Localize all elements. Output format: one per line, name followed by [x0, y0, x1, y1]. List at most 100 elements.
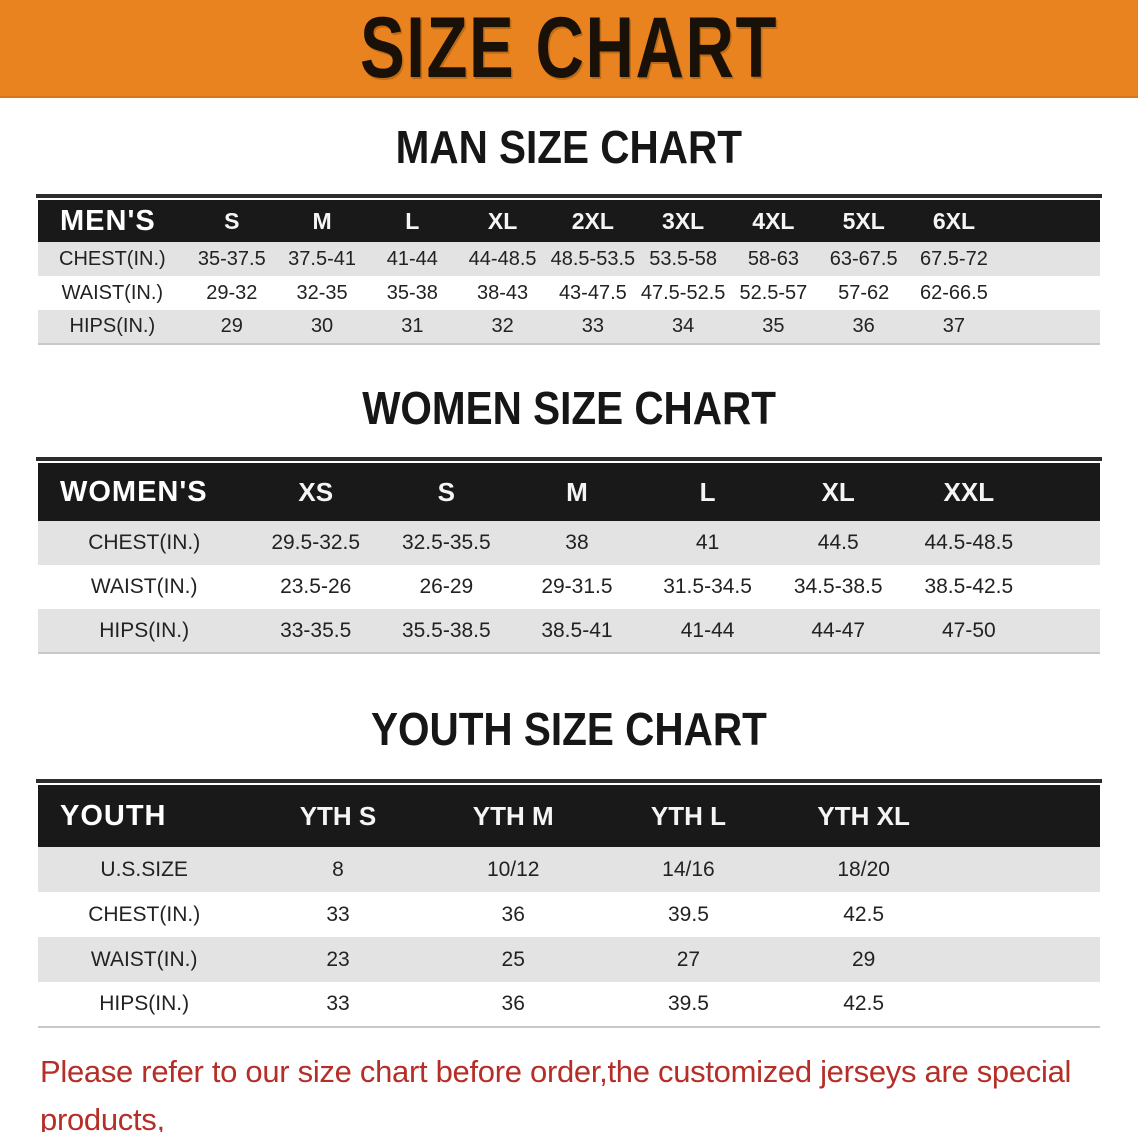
size-value-cell: 32.5-35.5 — [401, 531, 491, 554]
size-column-header: M — [566, 476, 588, 507]
women-section-heading: WOMEN SIZE CHART — [362, 382, 776, 434]
size-value-cell: 33 — [326, 902, 350, 926]
size-value-cell: 29 — [220, 315, 243, 337]
size-value-cell: 41 — [695, 531, 720, 554]
size-value-cell: 41-44 — [680, 618, 735, 642]
size-value-cell: 29 — [851, 947, 876, 971]
size-column-header: YTH S — [299, 800, 377, 831]
women-size-chart-section: WOMEN SIZE CHART WOMEN'S XS S M L XL XXL CHEST(… — [0, 385, 1138, 654]
table-row: WAIST(IN.) 23 25 27 29 — [38, 937, 1100, 982]
disclaimer-line-1: Please refer to our size chart before or… — [40, 1054, 1072, 1132]
youth-table-top-border — [36, 779, 1102, 783]
size-value-cell: 39.5 — [668, 992, 709, 1015]
size-value-cell: 58-63 — [747, 247, 799, 270]
measure-row-label: CHEST(IN.) — [88, 531, 201, 554]
row-spacer — [1034, 521, 1100, 565]
table-corner-label: WOMEN'S — [60, 475, 208, 508]
man-table-top-border — [36, 194, 1102, 198]
size-column-header: 3XL — [662, 207, 705, 234]
size-value-cell: 35-37.5 — [197, 247, 266, 270]
size-column-header: S — [437, 476, 455, 507]
size-value-cell: 36 — [501, 902, 525, 926]
row-spacer — [999, 310, 1100, 344]
size-value-cell: 38.5-41 — [541, 618, 613, 642]
size-value-cell: 41-44 — [386, 247, 438, 270]
size-value-cell: 44-48.5 — [468, 247, 537, 270]
table-row: CHEST(IN.) 29.5-32.5 32.5-35.5 38 41 44.5 44.5… — [38, 521, 1100, 565]
size-column-header: XXL — [943, 476, 995, 507]
row-spacer — [999, 276, 1100, 310]
size-value-cell: 26-29 — [419, 575, 474, 598]
size-value-cell: 35 — [762, 315, 785, 337]
measure-row-label: WAIST(IN.) — [90, 575, 198, 598]
size-value-cell: 34 — [672, 315, 695, 337]
size-value-cell: 10/12 — [486, 857, 540, 881]
size-value-cell: 37 — [942, 315, 966, 337]
size-value-cell: 38.5-42.5 — [924, 575, 1014, 598]
size-value-cell: 43-47.5 — [558, 281, 627, 304]
size-value-cell: 63-67.5 — [829, 247, 898, 270]
size-value-cell: 47-50 — [941, 618, 996, 642]
size-chart-banner: SIZE CHART — [0, 0, 1138, 98]
size-value-cell: 47.5-52.5 — [640, 281, 726, 304]
size-value-cell: 32 — [491, 315, 514, 337]
size-column-header: YTH M — [472, 800, 554, 831]
size-value-cell: 36 — [852, 315, 875, 337]
size-value-cell: 18/20 — [837, 857, 890, 881]
measure-row-label: CHEST(IN.) — [88, 902, 201, 926]
size-value-cell: 44.5-48.5 — [924, 531, 1014, 554]
table-corner-label: YOUTH — [60, 799, 167, 832]
size-value-cell: 35-38 — [386, 281, 438, 304]
table-row: WAIST(IN.) 29-32 32-35 35-38 38-43 43-47.5 47.… — [38, 276, 1100, 310]
man-size-chart-section: MAN SIZE CHART MEN'S S M L XL 2XL 3XL 4XL 5XL 6XL… — [0, 124, 1138, 345]
table-row: HIPS(IN.) 29 30 31 32 33 34 35 36 37 — [38, 310, 1100, 344]
size-column-header: XS — [298, 476, 334, 507]
size-value-cell: 23 — [326, 947, 350, 971]
size-column-header: YTH XL — [817, 800, 910, 831]
size-value-cell: 36 — [501, 992, 525, 1015]
row-spacer — [999, 242, 1100, 276]
row-spacer — [951, 892, 1100, 937]
size-column-header: 4XL — [752, 207, 795, 234]
size-value-cell: 30 — [310, 315, 334, 337]
size-column-header: 5XL — [842, 207, 885, 234]
size-value-cell: 38-43 — [477, 281, 529, 304]
women-table-top-border — [36, 457, 1102, 461]
table-row: WAIST(IN.) 23.5-26 26-29 29-31.5 31.5-34.5 34… — [38, 565, 1100, 609]
size-value-cell: 8 — [332, 857, 344, 881]
size-value-cell: 38 — [565, 531, 589, 554]
size-value-cell: 29-31.5 — [541, 575, 613, 598]
size-value-cell: 62-66.5 — [920, 281, 988, 304]
man-section-heading: MAN SIZE CHART — [395, 121, 743, 173]
size-value-cell: 39.5 — [668, 902, 709, 926]
row-spacer — [951, 982, 1100, 1027]
size-value-cell: 33-35.5 — [280, 618, 352, 642]
size-value-cell: 35.5-38.5 — [401, 618, 491, 642]
size-value-cell: 42.5 — [843, 902, 885, 926]
table-row: CHEST(IN.) 33 36 39.5 42.5 — [38, 892, 1100, 937]
table-row: U.S.SIZE 8 10/12 14/16 18/20 — [38, 847, 1100, 892]
row-spacer — [1034, 565, 1100, 609]
size-value-cell: 27 — [676, 947, 701, 971]
size-value-cell: 42.5 — [843, 992, 885, 1015]
header-spacer — [951, 785, 1100, 847]
banner-title: SIZE CHART — [359, 0, 779, 96]
size-column-header: XL — [821, 476, 855, 507]
table-corner-label: MEN'S — [60, 204, 156, 237]
size-value-cell: 29-32 — [206, 281, 258, 304]
size-column-header: M — [312, 207, 332, 234]
table-row: HIPS(IN.) 33 36 39.5 42.5 — [38, 982, 1100, 1027]
measure-row-label: WAIST(IN.) — [90, 947, 198, 971]
header-spacer — [999, 200, 1100, 242]
measure-row-label: WAIST(IN.) — [61, 281, 164, 304]
youth-size-table: YOUTH YTH S YTH M YTH L YTH XL U.S.SIZE 8 10/12… — [38, 785, 1100, 1028]
size-column-header: 2XL — [571, 207, 614, 234]
size-value-cell: 32-35 — [296, 281, 348, 304]
measure-row-label: HIPS(IN.) — [69, 315, 156, 337]
measure-row-label: HIPS(IN.) — [99, 618, 190, 642]
order-disclaimer: Please refer to our size chart before or… — [40, 1048, 1138, 1132]
measure-row-label: CHEST(IN.) — [59, 247, 166, 270]
men-size-table: MEN'S S M L XL 2XL 3XL 4XL 5XL 6XL CHEST(IN.) 35-37… — [38, 200, 1100, 345]
size-column-header: XL — [487, 207, 518, 234]
row-spacer — [951, 847, 1100, 892]
